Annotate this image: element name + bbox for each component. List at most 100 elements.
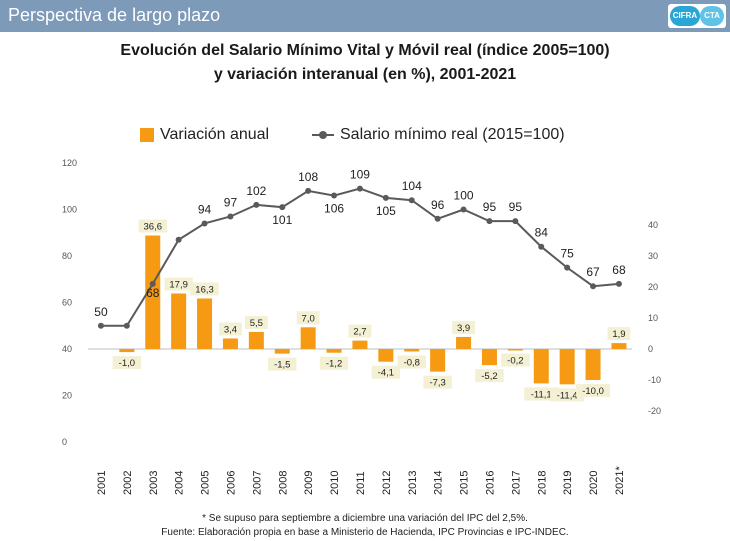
x-axis-tick: 2004 — [174, 471, 186, 495]
x-axis-tick: 2008 — [277, 471, 289, 495]
bar — [145, 235, 161, 349]
bar-data-label: 3,9 — [457, 323, 470, 334]
x-axis-tick: 2014 — [433, 471, 445, 495]
x-axis-tick: 2020 — [588, 471, 600, 495]
salary-data-label: 108 — [298, 170, 318, 184]
bar-data-label-box — [164, 277, 193, 291]
bar-data-label-box — [371, 365, 401, 379]
left-axis-tick: 60 — [62, 298, 72, 308]
bar — [404, 349, 420, 352]
x-axis-tick: 2010 — [329, 471, 341, 495]
bar-data-label: -11,4 — [557, 390, 578, 401]
bar — [481, 349, 497, 366]
bar-data-label: -5,2 — [481, 371, 497, 382]
right-axis-tick: 30 — [648, 251, 658, 261]
salary-data-label: 94 — [198, 202, 212, 216]
salary-data-label: 84 — [535, 226, 549, 240]
bar-data-label-box — [319, 356, 349, 370]
salary-point — [538, 243, 545, 250]
salary-data-label: 68 — [146, 286, 160, 300]
chart-title-line1: Evolución del Salario Mínimo Vital y Móv… — [120, 42, 610, 59]
left-axis-tick: 20 — [62, 391, 72, 401]
bar — [352, 340, 368, 349]
salary-point — [331, 192, 338, 199]
salary-data-label: 105 — [376, 204, 396, 218]
salary-data-label: 101 — [272, 213, 292, 227]
salary-data-label: 102 — [246, 184, 266, 198]
salary-point — [564, 264, 571, 271]
bar-data-label-box — [423, 375, 452, 389]
header-title: Perspectiva de largo plazo — [8, 5, 221, 25]
salary-point — [512, 218, 519, 225]
bar — [222, 338, 238, 349]
x-axis-tick: 2003 — [148, 471, 160, 495]
salary-point — [356, 185, 363, 192]
right-axis-tick: 0 — [648, 344, 653, 354]
right-axis-tick: 10 — [648, 313, 658, 323]
salary-point — [97, 322, 104, 329]
bar — [326, 349, 342, 353]
header-bar: Perspectiva de largo plazo CIFRA CTA — [0, 0, 730, 32]
salary-data-label: 100 — [454, 189, 474, 203]
bar — [274, 349, 290, 354]
salary-point — [123, 322, 130, 329]
salary-data-label: 96 — [431, 198, 445, 212]
x-axis-tick: 2011 — [355, 471, 367, 495]
bar-data-label: -1,2 — [326, 359, 342, 370]
bar-data-label: -7,3 — [429, 378, 445, 389]
left-axis-tick: 120 — [62, 158, 77, 168]
chart-title-line2: y variación interanual (en %), 2001-2021 — [213, 66, 517, 83]
chart-area: 0 20 40 60 80 100 120 -20 -10 0 10 20 30 40 -1,0 36,6 17… — [62, 158, 661, 495]
bar-data-label-box — [296, 311, 320, 325]
bar — [248, 331, 264, 349]
salary-point — [227, 213, 234, 220]
bar-data-label: -4,1 — [378, 368, 394, 379]
x-axis-tick: 2017 — [510, 471, 522, 495]
bar-data-label: 7,0 — [302, 313, 315, 324]
bar-data-label: -11,1 — [531, 389, 552, 400]
bar-data-label-box — [190, 282, 219, 296]
bar-data-label: 16,3 — [195, 284, 214, 295]
bar-data-label: -0,2 — [507, 356, 523, 367]
cifra-cta-logo: CIFRA CTA — [668, 4, 726, 28]
bar-data-label: -0,8 — [404, 357, 420, 368]
legend-bar-swatch — [140, 128, 154, 142]
right-axis-tick: 40 — [648, 220, 658, 230]
bar — [300, 327, 316, 349]
bar-data-label-box — [348, 324, 372, 338]
bar — [378, 349, 394, 362]
salary-point — [253, 201, 260, 208]
salary-data-label: 75 — [560, 247, 574, 261]
salary-point — [590, 283, 597, 290]
salary-data-label: 95 — [483, 200, 497, 214]
bar-data-label: 36,6 — [144, 222, 163, 233]
logo-cta: CTA — [700, 6, 724, 26]
salary-data-label: 50 — [94, 305, 108, 319]
salary-point — [460, 206, 467, 213]
x-axis-tick: 2019 — [562, 471, 574, 495]
bar-data-label-box — [524, 387, 559, 401]
bar — [533, 349, 549, 384]
salary-point — [279, 204, 286, 211]
bar — [559, 349, 575, 385]
salary-data-label: 68 — [612, 263, 626, 277]
legend-line-marker — [319, 131, 327, 139]
x-axis-tick: 2002 — [122, 471, 134, 495]
salary-point — [382, 194, 389, 201]
right-axis-tick: -20 — [648, 406, 661, 416]
salary-data-label: 109 — [350, 168, 370, 182]
left-axis-tick: 40 — [62, 344, 72, 354]
bar — [197, 298, 213, 349]
x-axis-tick: 2007 — [251, 471, 263, 495]
salary-data-label: 97 — [224, 195, 238, 209]
salary-point — [408, 197, 415, 204]
bar-data-label: -1,0 — [119, 358, 135, 369]
bar-data-label-box — [550, 388, 585, 402]
x-axis-tick: 2016 — [484, 471, 496, 495]
x-axis-tick: 2013 — [407, 471, 419, 495]
bar — [171, 293, 187, 349]
bar-data-label-box — [397, 355, 426, 369]
x-axis-tick: 2001 — [96, 471, 108, 495]
salary-point — [486, 218, 493, 225]
salary-point — [305, 187, 312, 194]
